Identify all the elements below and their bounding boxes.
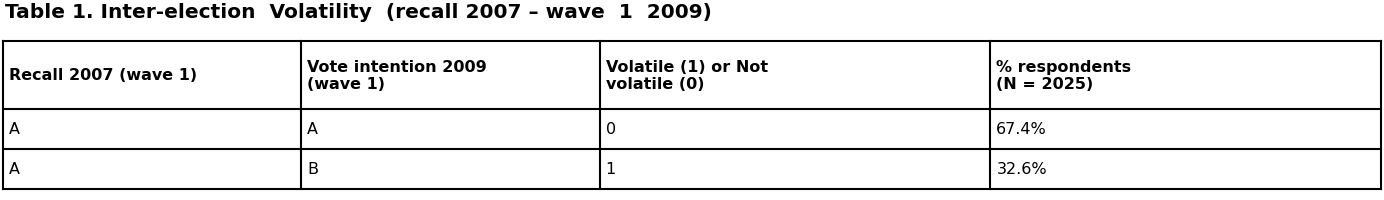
Text: Table 1. Inter-election  Volatility  (recall 2007 – wave  1  2009): Table 1. Inter-election Volatility (reca…: [6, 3, 711, 22]
Text: A: A: [10, 162, 19, 177]
Text: A: A: [10, 122, 19, 137]
Text: Recall 2007 (wave 1): Recall 2007 (wave 1): [10, 68, 197, 83]
Text: Volatile (1) or Not
volatile (0): Volatile (1) or Not volatile (0): [606, 60, 768, 92]
Text: A: A: [307, 122, 318, 137]
Text: 67.4%: 67.4%: [996, 122, 1048, 137]
Text: B: B: [307, 162, 318, 177]
Text: % respondents
(N = 2025): % respondents (N = 2025): [996, 60, 1132, 92]
Text: Vote intention 2009
(wave 1): Vote intention 2009 (wave 1): [307, 60, 487, 92]
Text: 1: 1: [606, 162, 616, 177]
Text: 0: 0: [606, 122, 616, 137]
Text: 32.6%: 32.6%: [996, 162, 1046, 177]
